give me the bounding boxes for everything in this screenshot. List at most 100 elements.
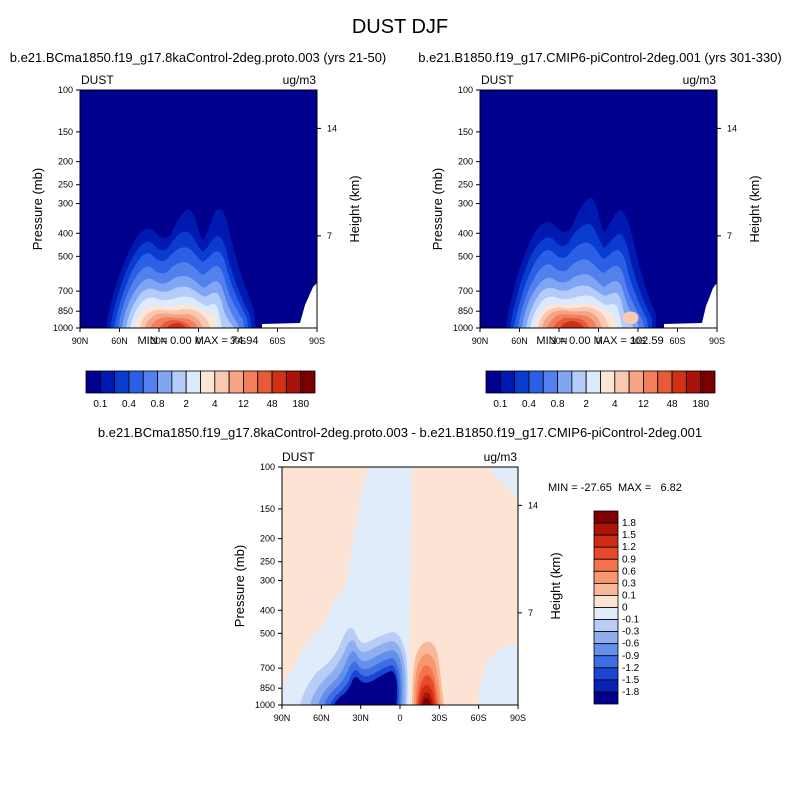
x-tick-label: 0 — [196, 336, 201, 346]
panel-ctl-case-title: b.e21.BCma1850.f19_g17.8kaControl-2deg.p… — [10, 50, 387, 65]
colorbar-swatch — [114, 370, 130, 394]
colorbar-swatch — [585, 370, 601, 394]
y-tick-label: 500 — [260, 628, 275, 638]
y-tick-label: 250 — [58, 180, 73, 190]
colorbar-label: 180 — [292, 399, 309, 410]
y-tick-label: 1000 — [53, 323, 73, 333]
panel-exp-contour-level-13 — [560, 321, 584, 328]
colorbar-swatch — [593, 631, 619, 645]
colorbar-label: 12 — [638, 399, 650, 410]
colorbar-swatch — [593, 607, 619, 620]
panel-exp-colorbar: 0.1 0.4 0.8 2 4 12 48 180 — [485, 370, 716, 410]
y-right-tick-label: 7 — [727, 231, 732, 241]
y-tick-label: 1000 — [255, 700, 275, 710]
panel-ctl-plot-area — [80, 90, 317, 328]
x-tick-label: 90S — [510, 713, 526, 723]
x-tick-label: 30N — [352, 713, 369, 723]
panel-ctl-missing-region — [262, 90, 317, 328]
x-tick-label: 60N — [313, 713, 330, 723]
colorbar-label: 0.8 — [151, 399, 165, 410]
colorbar-label: 48 — [667, 399, 679, 410]
colorbar-swatch — [593, 510, 619, 524]
x-tick-label: 30N — [551, 336, 568, 346]
x-tick-label: 90N — [274, 713, 291, 723]
y-right-tick-label: 7 — [327, 231, 332, 241]
panel-exp-stats: MIN = 0.00 MAX = 102.59 — [536, 335, 663, 347]
y-right-tick-label: 7 — [528, 608, 533, 618]
colorbar-swatch — [643, 370, 659, 394]
colorbar-swatch — [593, 522, 619, 536]
colorbar-label: 0.1 — [93, 399, 107, 410]
colorbar-label: -0.9 — [622, 651, 640, 662]
colorbar-swatch — [228, 370, 244, 394]
panel-ctl-axes: 90N 60N 30N 0 30S 60S 90S 100 150 200 250 300 400 500… — [30, 85, 362, 347]
panel-ctl: b.e21.BCma1850.f19_g17.8kaControl-2deg.p… — [10, 50, 387, 329]
y-axis-right-title: Height (km) — [347, 175, 362, 242]
x-tick-label: 90S — [309, 336, 325, 346]
colorbar-label: 0.1 — [493, 399, 507, 410]
colorbar-swatch — [628, 370, 644, 394]
colorbar-swatch — [600, 370, 616, 394]
y-tick-label: 200 — [458, 157, 473, 167]
panel-exp-axes: 90N 60N 30N 0 30S 60S 90S 100 150 200 250 300 400 500… — [430, 85, 762, 347]
panel-diff-plot-area — [282, 467, 518, 705]
y-tick-label: 100 — [260, 462, 275, 472]
colorbar-swatch — [85, 370, 101, 394]
colorbar-label: -1.5 — [622, 675, 640, 686]
colorbar-swatch — [593, 643, 619, 657]
colorbar-swatch — [157, 370, 173, 394]
colorbar-swatch — [557, 370, 573, 394]
colorbar-swatch — [593, 534, 619, 548]
y-tick-label: 400 — [260, 605, 275, 615]
y-tick-label: 250 — [260, 557, 275, 567]
panel-diff-positive-level-7 — [422, 697, 431, 705]
y-tick-label: 300 — [458, 199, 473, 209]
y-tick-label: 250 — [458, 180, 473, 190]
y-axis-right-title: Height (km) — [548, 552, 563, 619]
x-tick-label: 60S — [669, 336, 685, 346]
colorbar-label: 1.8 — [622, 518, 636, 529]
panel-diff-colorbar: 1.81.51.20.90.60.30.10-0.1-0.3-0.6-0.9-1… — [593, 510, 640, 705]
x-tick-label: 60S — [269, 336, 285, 346]
colorbar-swatch — [300, 370, 316, 394]
y-tick-label: 200 — [58, 157, 73, 167]
y-tick-label: 300 — [58, 199, 73, 209]
colorbar-swatch — [257, 370, 273, 394]
y-right-tick-label: 14 — [727, 123, 737, 133]
colorbar-swatch — [200, 370, 216, 394]
colorbar-label: 180 — [692, 399, 709, 410]
colorbar-label: -1.2 — [622, 663, 640, 674]
colorbar-swatch — [485, 370, 501, 394]
colorbar-label: 0.9 — [622, 554, 636, 565]
figure-title: DUST DJF — [352, 16, 448, 38]
y-tick-label: 700 — [260, 663, 275, 673]
y-tick-label: 150 — [58, 127, 73, 137]
y-tick-label: 700 — [458, 286, 473, 296]
panel-diff-negative-level-6 — [334, 671, 397, 705]
colorbar-label: 12 — [238, 399, 250, 410]
colorbar-swatch — [593, 691, 619, 705]
panel-ctl-field-label: DUST — [81, 73, 114, 87]
colorbar-label: 4 — [212, 399, 218, 410]
y-tick-label: 700 — [58, 286, 73, 296]
y-tick-label: 850 — [458, 306, 473, 316]
colorbar-swatch — [499, 370, 516, 394]
panel-diff-case-title: b.e21.BCma1850.f19_g17.8kaControl-2deg.p… — [98, 425, 702, 440]
y-right-tick-label: 14 — [327, 123, 337, 133]
colorbar-swatch — [99, 370, 116, 394]
colorbar-label: 0.3 — [622, 578, 636, 589]
colorbar-label: 0.4 — [122, 399, 136, 410]
y-tick-label: 150 — [458, 127, 473, 137]
y-axis-title: Pressure (mb) — [232, 545, 247, 627]
colorbar-swatch — [214, 370, 230, 394]
panel-exp: b.e21.B1850.f19_g17.CMIP6-piControl-2deg… — [418, 50, 782, 329]
y-tick-label: 500 — [458, 251, 473, 261]
x-tick-label: 90N — [72, 336, 89, 346]
y-axis-right-title: Height (km) — [747, 175, 762, 242]
panel-diff-negative-region-upper-right — [488, 467, 518, 500]
colorbar-swatch — [243, 370, 259, 394]
x-tick-label: 90S — [709, 336, 725, 346]
x-tick-label: 0 — [397, 713, 402, 723]
colorbar-label: 0 — [622, 603, 628, 614]
colorbar-label: 0.8 — [551, 399, 565, 410]
